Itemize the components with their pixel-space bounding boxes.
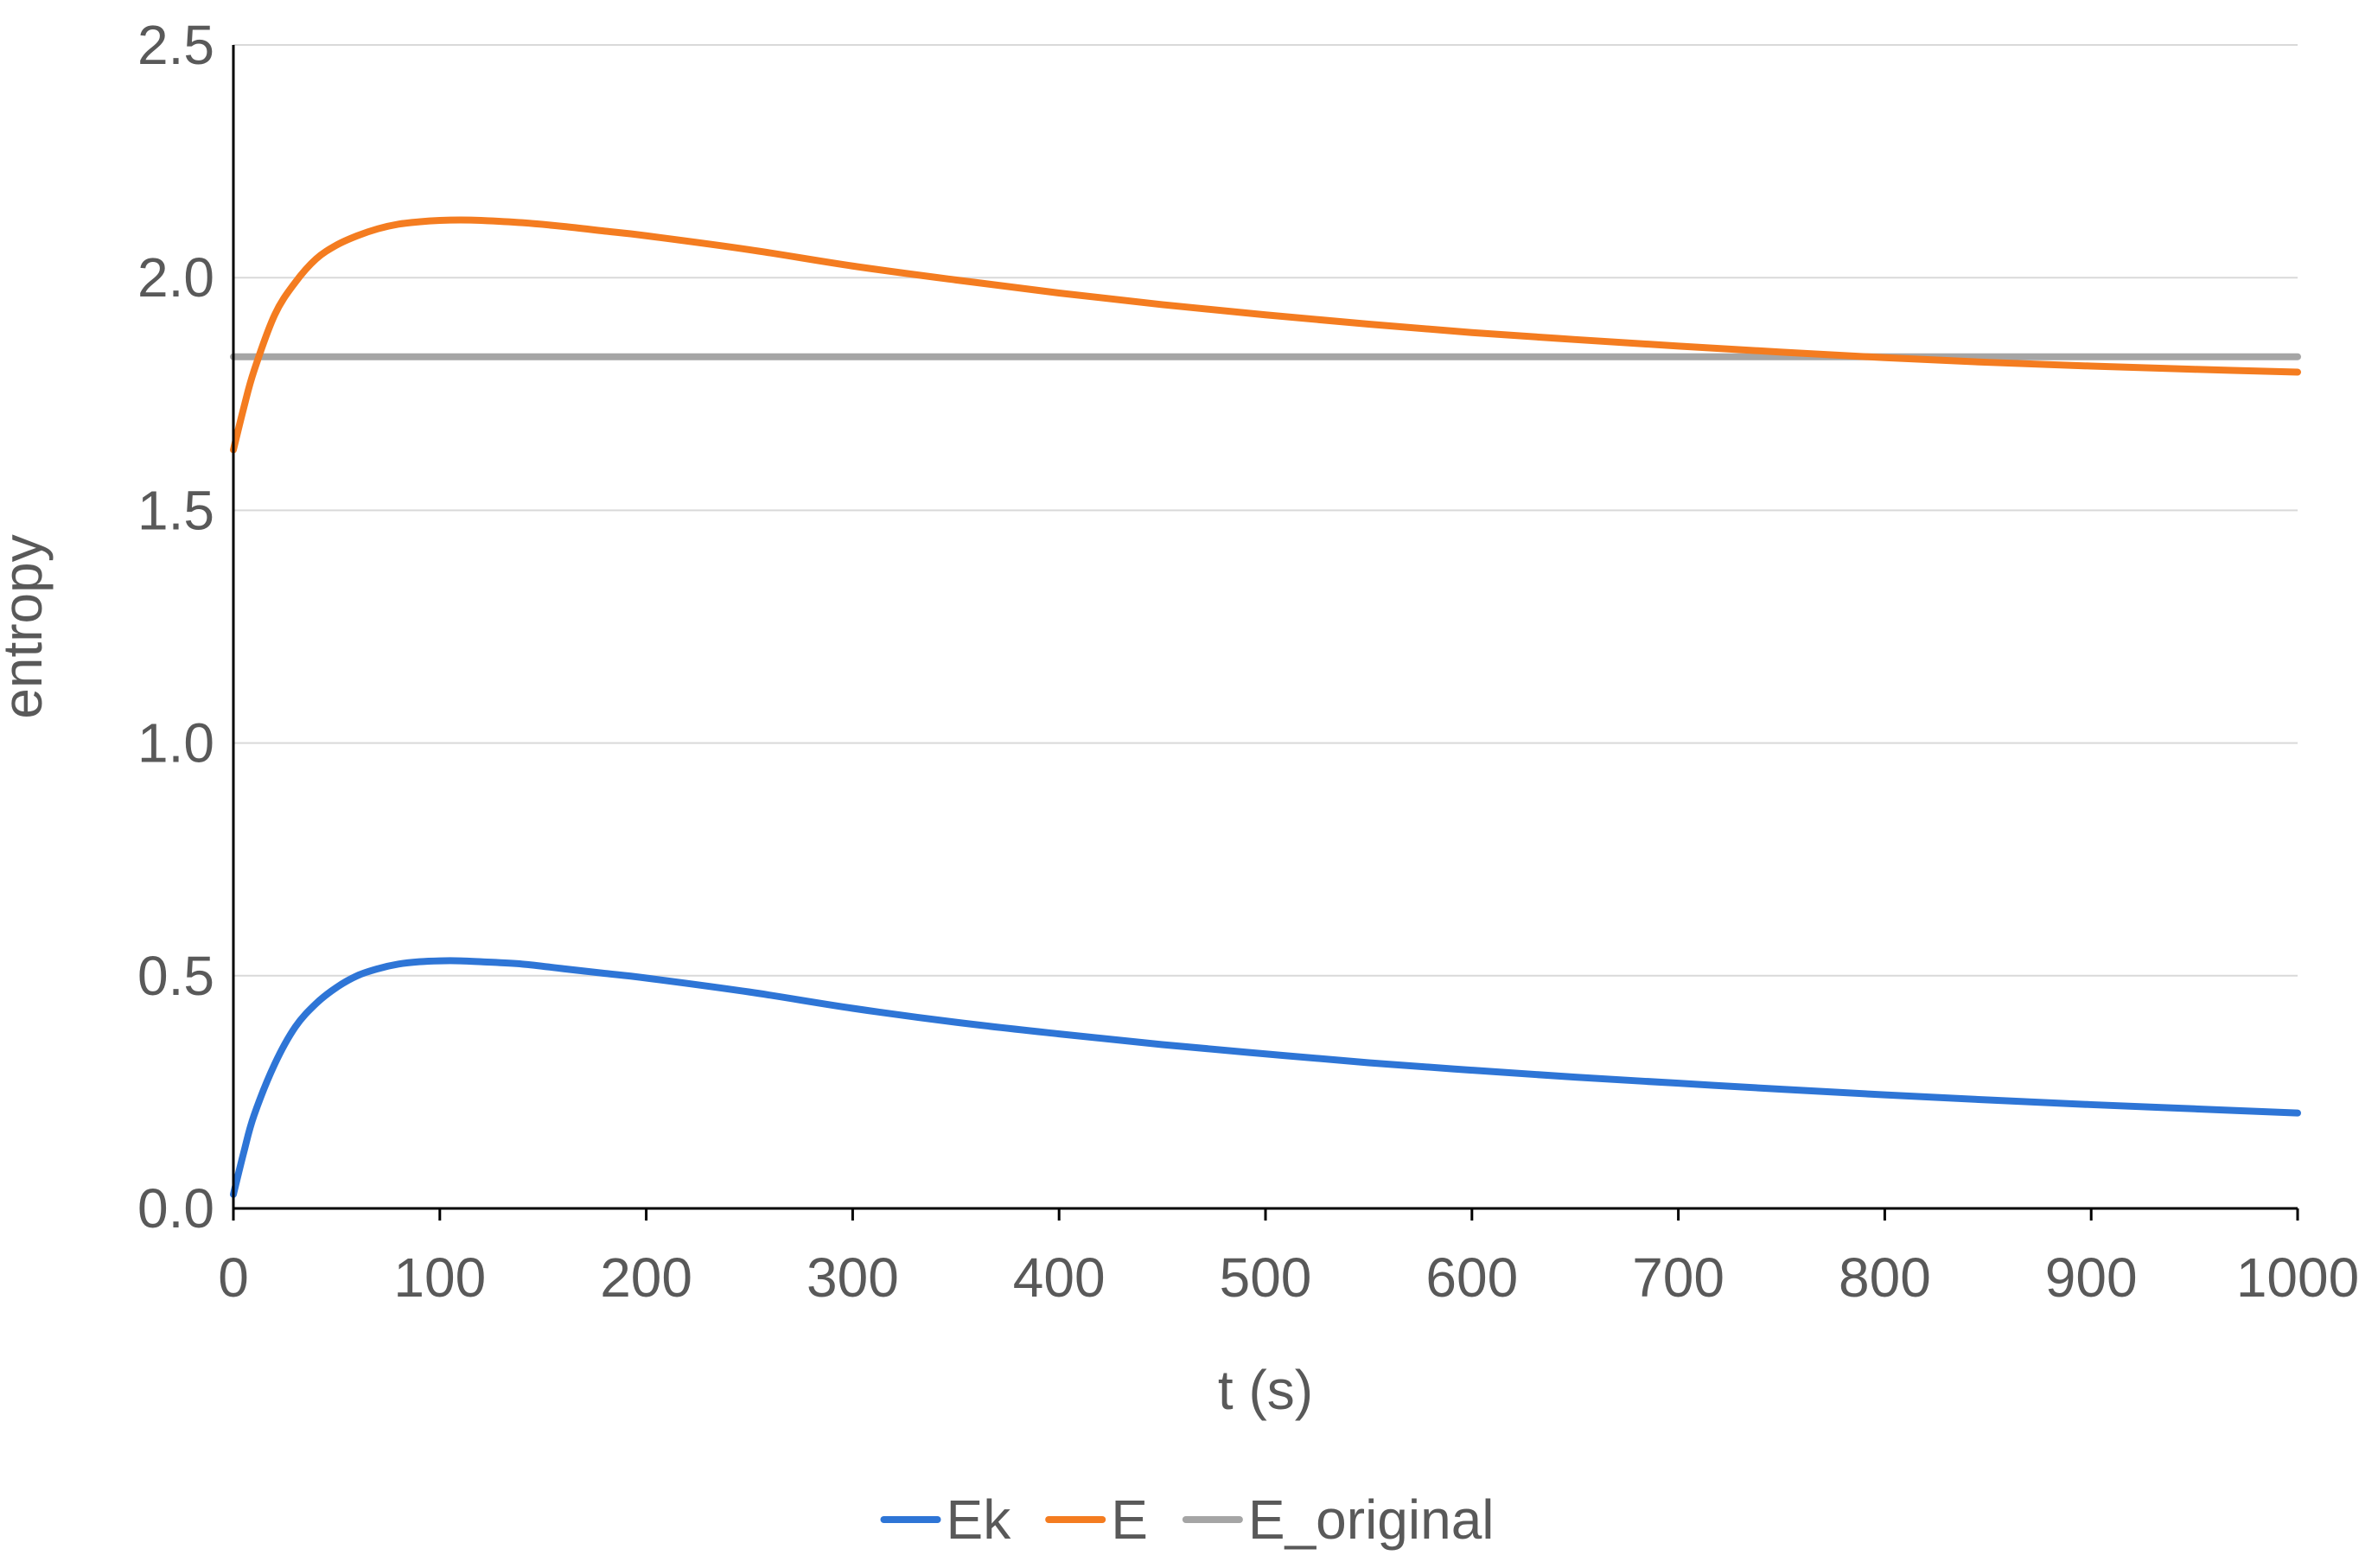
legend: Ek E E_original [880,1488,1495,1551]
y-tick-label: 0.5 [137,945,214,1007]
x-tick-label: 500 [1220,1246,1312,1309]
series-layer [230,216,2301,1198]
legend-label: E_original [1248,1488,1495,1551]
x-tick-label: 100 [393,1246,486,1309]
axes [232,45,2298,1210]
series-line-ek [230,957,2301,1198]
y-tick-label: 2.0 [137,246,214,309]
x-tick-label: 0 [218,1246,249,1309]
x-tick-label: 900 [2045,1246,2138,1309]
x-tick-label: 600 [1425,1246,1518,1309]
legend-label: Ek [947,1488,1012,1551]
x-axis-tick-labels: 0 100 200 300 400 500 600 700 800 900 1000 [218,1246,2359,1309]
legend-label: E [1111,1488,1148,1551]
y-tick-label: 1.0 [137,712,214,774]
gridlines [233,44,2298,977]
y-tick-label: 0.0 [137,1177,214,1240]
x-tick-label: 300 [806,1246,899,1309]
y-axis-tick-labels: 0.0 0.5 1.0 1.5 2.0 2.5 [137,14,214,1240]
x-tick-label: 200 [600,1246,692,1309]
series-line-e [230,216,2301,454]
x-tick-label: 800 [1839,1246,1931,1309]
x-tick-label: 1000 [2236,1246,2359,1309]
y-axis-title: entropy [0,534,54,718]
y-tick-label: 1.5 [137,479,214,541]
y-tick-label: 2.5 [137,14,214,76]
x-axis-ticks [232,1208,2299,1221]
x-tick-label: 400 [1013,1246,1106,1309]
x-tick-label: 700 [1632,1246,1725,1309]
x-axis-title: t (s) [1218,1359,1313,1421]
